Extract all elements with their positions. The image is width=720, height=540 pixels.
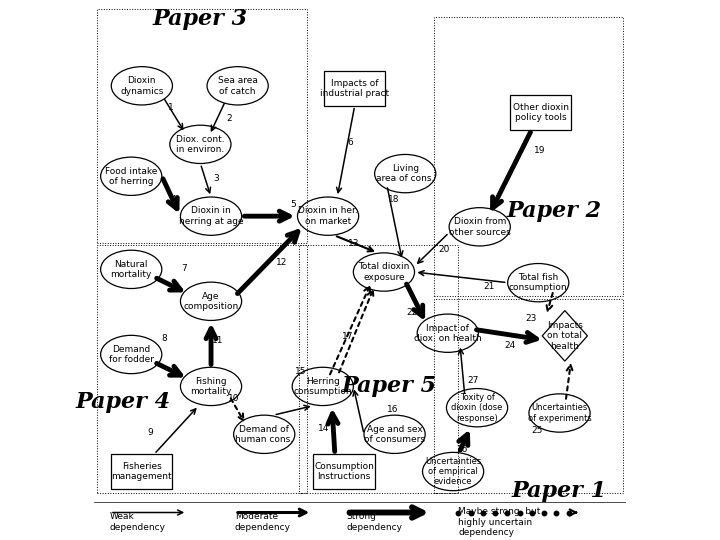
Text: 27: 27: [467, 375, 479, 384]
Text: 3: 3: [213, 174, 219, 184]
Text: Total dioxin
exposure: Total dioxin exposure: [359, 262, 410, 282]
Text: Paper 1: Paper 1: [512, 480, 607, 502]
Text: 1: 1: [168, 103, 174, 112]
Text: 24: 24: [505, 341, 516, 350]
Text: Demand
for fodder: Demand for fodder: [109, 345, 154, 364]
Text: 23: 23: [526, 314, 537, 323]
Text: Paper 3: Paper 3: [153, 8, 248, 30]
Text: Strong
dependency: Strong dependency: [347, 512, 402, 532]
Text: Toxity of
dioxin (dose
response): Toxity of dioxin (dose response): [451, 393, 503, 423]
Text: Impacts
on total
health: Impacts on total health: [547, 321, 582, 351]
Text: 13: 13: [348, 239, 359, 248]
Text: 22: 22: [406, 308, 417, 318]
Text: Herring
consumption: Herring consumption: [294, 377, 352, 396]
Text: 20: 20: [438, 245, 450, 254]
Text: Natural
mortality: Natural mortality: [111, 260, 152, 279]
Text: 11: 11: [212, 336, 224, 345]
Text: 9: 9: [147, 428, 153, 437]
Text: 2: 2: [227, 114, 233, 123]
Text: 12: 12: [276, 259, 287, 267]
Text: 15: 15: [294, 367, 306, 376]
Text: Uncertainties
of experiments: Uncertainties of experiments: [528, 403, 591, 423]
Text: 5: 5: [291, 200, 297, 209]
Text: Fishing
mortality: Fishing mortality: [190, 377, 232, 396]
Text: Moderate
dependency: Moderate dependency: [235, 512, 291, 532]
Text: Age and sex
of consumers: Age and sex of consumers: [364, 424, 425, 444]
Text: 4: 4: [171, 194, 176, 204]
Text: Uncertainties
of empirical
evidence: Uncertainties of empirical evidence: [425, 457, 481, 487]
Text: 8: 8: [162, 334, 168, 343]
Text: Consumption
Instructions: Consumption Instructions: [314, 462, 374, 481]
Text: Other dioxin
policy tools: Other dioxin policy tools: [513, 103, 569, 122]
Text: 16: 16: [387, 405, 399, 414]
Text: Paper 4: Paper 4: [76, 392, 171, 414]
Text: Weak
dependency: Weak dependency: [110, 512, 166, 532]
Text: Demand of
human cons.: Demand of human cons.: [235, 424, 293, 444]
Text: Dioxin
dynamics: Dioxin dynamics: [120, 76, 163, 96]
Text: Age
composition: Age composition: [184, 292, 238, 311]
Text: 7: 7: [181, 264, 187, 273]
Text: Impacts of
industrial pract: Impacts of industrial pract: [320, 79, 390, 98]
Text: Living
area of cons.: Living area of cons.: [376, 164, 434, 183]
Text: Diox. cont.
in environ.: Diox. cont. in environ.: [176, 134, 225, 154]
Text: Maybe strong, but
highly uncertain
dependency: Maybe strong, but highly uncertain depen…: [459, 507, 541, 537]
Text: 25: 25: [531, 426, 542, 435]
Text: 10: 10: [228, 394, 239, 403]
Text: 14: 14: [318, 424, 330, 434]
Text: Dioxin from
other sources: Dioxin from other sources: [449, 217, 510, 237]
Text: 21: 21: [484, 282, 495, 291]
Text: Dioxin in her.
on market: Dioxin in her. on market: [298, 206, 358, 226]
Text: Total fish
consumption: Total fish consumption: [509, 273, 567, 292]
Text: Paper 2: Paper 2: [507, 200, 602, 222]
Text: 18: 18: [388, 194, 400, 204]
Text: Paper 5: Paper 5: [342, 375, 437, 397]
Text: Dioxin in
herring at age: Dioxin in herring at age: [179, 206, 243, 226]
Text: 19: 19: [534, 146, 546, 155]
Text: 26: 26: [456, 445, 468, 454]
Text: Impact of
diox. on health: Impact of diox. on health: [414, 323, 482, 343]
Text: 6: 6: [348, 138, 354, 147]
Text: Food intake
of herring: Food intake of herring: [105, 166, 158, 186]
Text: 17: 17: [342, 333, 354, 341]
Text: Sea area
of catch: Sea area of catch: [217, 76, 258, 96]
Text: Fisheries
management: Fisheries management: [112, 462, 172, 481]
